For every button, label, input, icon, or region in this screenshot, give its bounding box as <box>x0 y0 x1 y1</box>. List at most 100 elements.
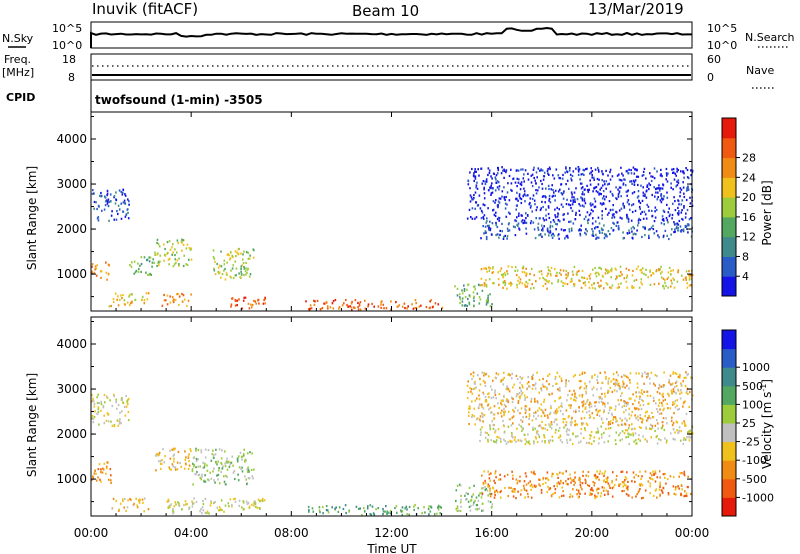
velocity-echo-cell <box>202 461 204 464</box>
power-echo-cell <box>515 208 517 211</box>
velocity-echo-cell <box>603 411 605 414</box>
nsky-panel: N.Sky 10^5 10^0 10^5 10^0 N.Search <box>2 21 795 52</box>
velocity-echo-cell <box>605 427 607 431</box>
velocity-echo-cell <box>136 506 139 509</box>
velocity-echo-cell <box>186 503 188 506</box>
power-echo-cell <box>597 216 600 219</box>
velocity-echo-cell <box>644 438 646 441</box>
power-echo-cell <box>598 178 600 181</box>
velocity-echo-cell <box>631 496 633 499</box>
velocity-colorbar-tick: 100 <box>742 398 763 411</box>
power-echo-cell <box>480 167 483 170</box>
power-echo-cell <box>601 217 603 220</box>
velocity-echo-cell <box>565 409 568 412</box>
power-echo-cell <box>486 301 489 304</box>
power-echo-cell <box>247 302 250 305</box>
velocity-echo-cell <box>200 451 203 454</box>
power-echo-cell <box>124 303 126 306</box>
velocity-echo-cell <box>167 498 170 501</box>
power-echo-cell <box>243 267 246 270</box>
velocity-echo-cell <box>495 372 498 375</box>
power-echo-cell <box>668 207 670 210</box>
power-echo-cell <box>646 189 648 192</box>
power-echo-cell <box>655 191 657 194</box>
power-echo-cell <box>529 222 532 225</box>
velocity-echo-cell <box>636 493 638 496</box>
velocity-echo-cell <box>601 392 603 396</box>
velocity-ytick-label: 1000 <box>56 472 87 486</box>
power-echo-cell <box>325 301 328 304</box>
velocity-echo-cell <box>663 428 666 432</box>
power-echo-cell <box>592 190 594 193</box>
velocity-echo-cell <box>522 416 524 419</box>
velocity-echo-cell <box>517 393 519 396</box>
power-echo-cell <box>670 269 672 272</box>
velocity-echo-cell <box>639 439 641 442</box>
power-echo-cell <box>656 187 659 190</box>
velocity-echo-cell <box>598 396 600 399</box>
power-echo-cell <box>181 300 184 303</box>
velocity-echo-cell <box>472 503 475 506</box>
velocity-echo-cell <box>675 493 677 496</box>
velocity-echo-cell <box>524 411 527 414</box>
velocity-echo-cell <box>579 478 581 481</box>
power-echo-cell <box>691 274 694 277</box>
velocity-echo-cell <box>487 500 490 503</box>
power-echo-cell <box>497 181 500 184</box>
velocity-echo-cell <box>615 478 618 481</box>
velocity-echo-cell <box>639 488 641 491</box>
power-echo-cell <box>565 166 567 169</box>
velocity-echo-cell <box>481 415 484 419</box>
power-echo-cell <box>642 226 645 229</box>
power-echo-cell <box>661 218 664 221</box>
power-echo-cell <box>666 277 669 281</box>
power-echo-cell <box>617 283 620 286</box>
velocity-echo-cell <box>574 392 576 395</box>
velocity-echo-cell <box>597 442 600 445</box>
velocity-echo-cell <box>662 424 664 427</box>
power-echo-cell <box>503 197 506 200</box>
power-echo-cell <box>518 195 521 198</box>
power-echo-cell <box>495 234 497 237</box>
power-echo-cell <box>263 299 265 302</box>
power-echo-cell <box>97 216 100 219</box>
velocity-echo-cell <box>468 422 470 426</box>
power-echo-cell <box>548 216 551 220</box>
velocity-echo-cell <box>533 442 535 445</box>
velocity-echo-cell <box>221 449 223 452</box>
power-echo-cell <box>589 277 591 280</box>
velocity-echo-cell <box>672 372 674 375</box>
velocity-echo-cell <box>534 387 537 390</box>
velocity-echo-cell <box>93 415 96 419</box>
power-echo-cell <box>425 306 428 309</box>
power-echo-cell <box>598 266 600 269</box>
power-echo-cell <box>491 177 493 180</box>
velocity-echo-cell <box>460 494 462 497</box>
velocity-echo-cell <box>641 393 644 396</box>
power-echo-cell <box>654 210 656 213</box>
velocity-echo-cell <box>683 470 686 473</box>
power-echo-cell <box>519 182 522 185</box>
power-echo-cell <box>126 301 129 304</box>
velocity-echo-cell <box>628 424 631 427</box>
velocity-echo-cell <box>639 417 642 420</box>
velocity-echo-cell <box>193 465 195 468</box>
velocity-echo-cell <box>540 415 543 418</box>
power-echo-cell <box>682 181 684 184</box>
power-echo-cell <box>664 278 666 281</box>
velocity-echo-cell <box>635 395 638 398</box>
velocity-echo-cell <box>617 424 620 427</box>
power-echo-cell <box>494 189 497 192</box>
velocity-echo-cell <box>605 376 607 379</box>
velocity-echo-cell <box>498 393 501 396</box>
power-echo-cell <box>511 189 513 192</box>
power-echo-cell <box>581 197 583 200</box>
station-title: Inuvik (fitACF) <box>92 0 198 18</box>
power-echo-cell <box>249 273 252 276</box>
velocity-echo-cell <box>526 396 528 399</box>
power-echo-cell <box>420 304 422 307</box>
velocity-echo-cell <box>107 413 110 416</box>
power-echo-cell <box>548 197 551 200</box>
power-echo-cell <box>128 203 130 206</box>
velocity-echo-cell <box>91 478 93 482</box>
